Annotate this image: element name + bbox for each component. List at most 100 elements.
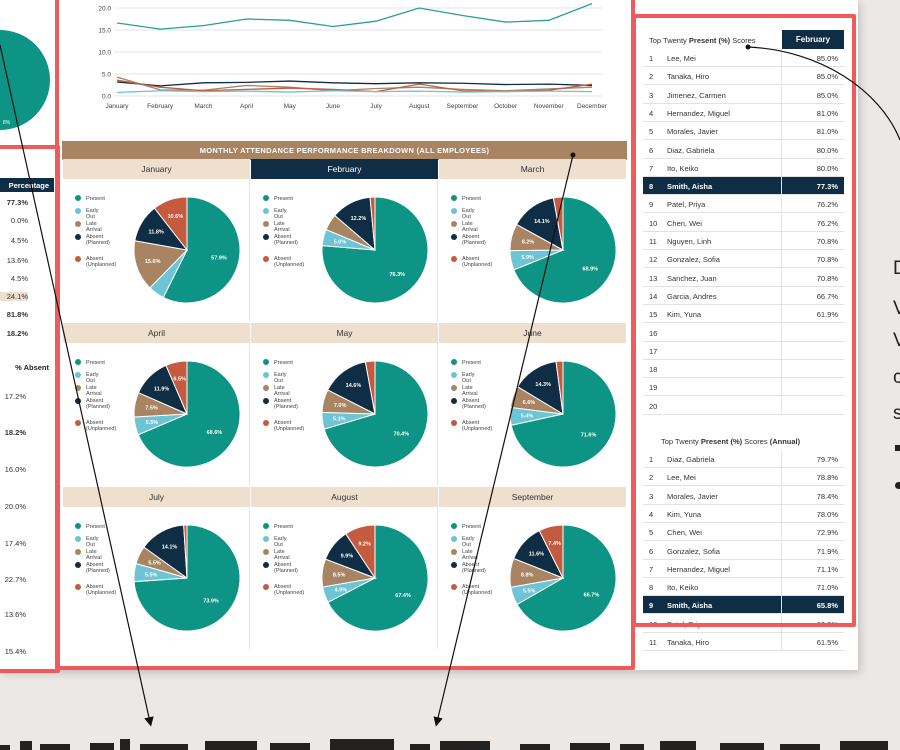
table-row: 16 <box>643 323 844 342</box>
row-rank: 8 <box>649 583 654 593</box>
legend-item: Absent (Planned) <box>263 562 298 574</box>
legend-item: Late Arrival <box>263 221 290 233</box>
pie-cell-may: May Present Early Out Late Arrival Absent (Plan… <box>251 323 438 485</box>
row-value: 70.8% <box>816 255 838 265</box>
legend-label: Absent (Unplanned) <box>274 584 305 596</box>
top-twenty-annual-title: Top Twenty Present (%) Scores (Annual) <box>661 437 800 446</box>
pie-slice-label: 9.9% <box>341 553 354 559</box>
row-value: 65.8% <box>816 601 838 611</box>
row-rank: 7 <box>649 564 654 574</box>
row-rank: 20 <box>649 401 658 411</box>
title-tail: (Annual) <box>769 437 801 446</box>
table-row: 1 Diaz, Gabriela 79.7% <box>643 450 844 468</box>
row-value: 80.0% <box>816 163 838 173</box>
legend-swatch-icon <box>263 195 269 201</box>
row-divider <box>781 213 782 232</box>
pie-slice-label: 68.9% <box>582 266 598 272</box>
center-highlight-frame <box>55 0 635 670</box>
pie-slice <box>137 360 241 468</box>
row-value: 61.9% <box>816 310 838 320</box>
x-tick-label: February <box>147 103 174 110</box>
row-value: 78.4% <box>816 491 838 501</box>
right-text-line: V <box>893 298 900 319</box>
legend-label: Late Arrival <box>274 221 290 233</box>
row-name: Kim, Yuna <box>667 310 702 320</box>
x-tick-label: March <box>194 103 212 110</box>
row-rank: 19 <box>649 383 658 393</box>
month-header: February <box>782 30 844 49</box>
pie-slice-label: 11.8% <box>149 229 164 235</box>
legend-label: Present <box>274 196 293 202</box>
row-divider <box>781 158 782 177</box>
right-highlight-frame <box>632 14 856 627</box>
pie-slice <box>153 196 188 252</box>
row-value: 72.9% <box>816 528 838 538</box>
x-tick-label: August <box>409 103 429 110</box>
left-highlight-frame <box>0 145 60 673</box>
legend-label: Absent (Unplanned) <box>274 420 305 432</box>
pie-slice <box>327 361 376 415</box>
table-row: 6 Diaz, Gabriela 80.0% <box>643 140 844 159</box>
legend-swatch-icon <box>263 359 269 365</box>
legend-swatch-icon <box>263 208 269 214</box>
legend-label: Present <box>274 524 293 530</box>
table-row: 18 <box>643 360 844 379</box>
row-name: Gonzalez, Sofia <box>667 255 720 265</box>
legend-swatch-icon <box>263 420 269 426</box>
pie-slice-label: 76.3% <box>389 272 405 278</box>
row-divider <box>781 504 782 523</box>
row-rank: 9 <box>649 601 654 611</box>
pie-slice <box>364 360 376 415</box>
row-name: Tanaka, Hiro <box>667 638 710 647</box>
title-suffix: Scores <box>732 36 756 45</box>
pie-cell-february: February Present Early Out Late Arrival Absent… <box>251 159 438 321</box>
title-suffix: Scores <box>744 437 768 446</box>
x-tick-label: May <box>284 103 297 110</box>
right-text-line: D <box>893 258 900 279</box>
row-rank: 17 <box>649 346 658 356</box>
row-value: 70.8% <box>816 273 838 283</box>
row-name: Chen, Wei <box>667 218 702 228</box>
row-divider <box>781 140 782 159</box>
table-row: 9 Smith, Aisha 65.8% <box>643 596 844 615</box>
row-value: 76.2% <box>816 200 838 210</box>
row-name: Morales, Javier <box>667 491 718 501</box>
pie-slice-label: 67.4% <box>395 593 411 599</box>
row-name: Nguyen, Linh <box>667 237 712 246</box>
pie-cell-title: February <box>251 159 438 179</box>
row-value: 78.0% <box>816 509 838 519</box>
row-rank: 5 <box>649 528 654 538</box>
row-rank: 9 <box>649 200 654 210</box>
title-prefix: Top Twenty <box>661 437 699 446</box>
row-value: 80.0% <box>816 145 838 155</box>
pie-slice <box>165 360 188 415</box>
row-value: 76.2% <box>816 218 838 228</box>
row-divider <box>781 177 782 196</box>
row-divider <box>781 396 782 415</box>
row-divider <box>781 559 782 578</box>
table-row: 8 Smith, Aisha 77.3% <box>643 177 844 196</box>
x-tick-label: November <box>534 103 565 110</box>
row-divider <box>781 305 782 324</box>
row-rank: 8 <box>649 182 654 192</box>
table-row: 14 Garcia, Andres 66.7% <box>643 286 844 305</box>
pie-slice <box>162 196 241 304</box>
legend-swatch-icon <box>263 584 269 590</box>
row-rank: 15 <box>649 310 658 320</box>
row-rank: 13 <box>649 273 658 283</box>
pie-slice <box>183 524 188 579</box>
series-line <box>116 80 593 87</box>
right-bullet-dot <box>895 482 900 489</box>
left-pie-label: 8% <box>3 120 11 126</box>
pie-slice <box>323 360 429 468</box>
pie-cell-title: May <box>251 323 438 343</box>
legend-item: Absent (Unplanned) <box>263 256 304 268</box>
pie-slice-label: 12.2% <box>351 216 367 222</box>
table-row: 8 Ito, Keiko 71.0% <box>643 578 844 597</box>
row-value: 61.5% <box>816 638 838 647</box>
legend-item: Early Out <box>263 208 287 220</box>
legend-swatch-icon <box>263 536 269 542</box>
legend-label: Early Out <box>274 536 287 548</box>
row-name: Morales, Javier <box>667 127 718 137</box>
table-row: 6 Gonzalez, Sofia 71.9% <box>643 541 844 560</box>
